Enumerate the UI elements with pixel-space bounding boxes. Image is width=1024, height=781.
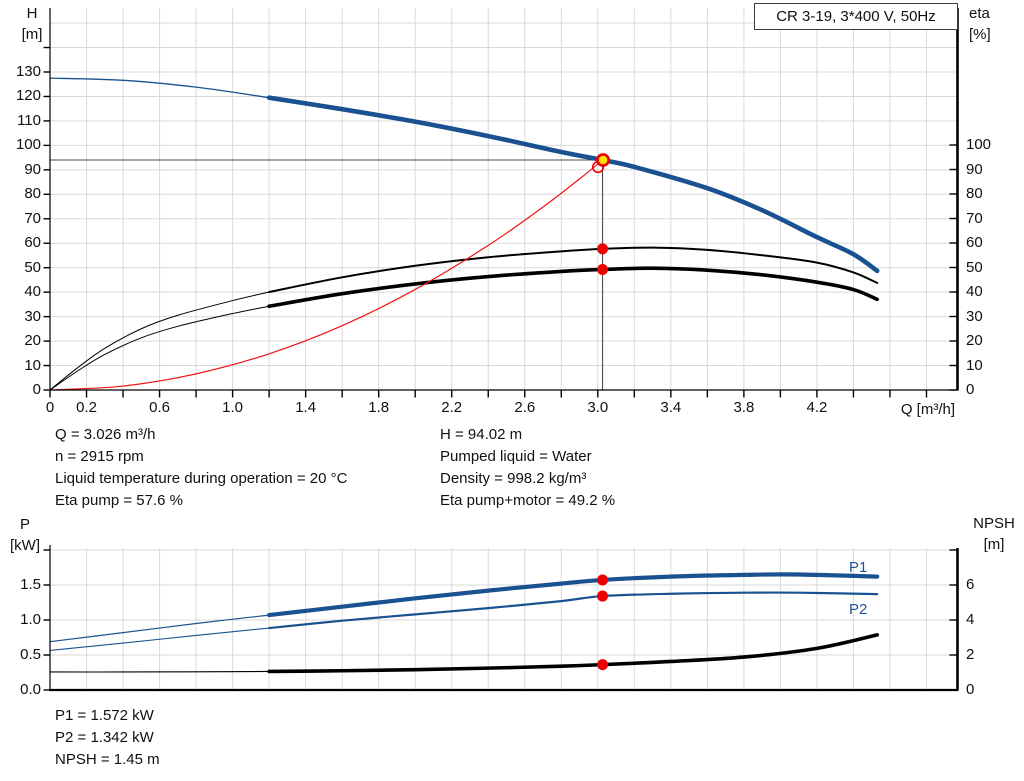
eta-pump-point <box>597 243 609 255</box>
eta-pump-motor-point <box>597 263 609 275</box>
q-tick-label: 0.2 <box>76 399 97 416</box>
eta-tick-label: 40 <box>966 283 983 300</box>
p1-curve-label: P1 <box>849 559 868 576</box>
q-tick-label: 3.0 <box>587 399 609 416</box>
q-tick-label: 4.2 <box>806 399 828 416</box>
head-curve-qh-curve <box>266 95 880 274</box>
h-tick-label: 70 <box>24 209 41 227</box>
p2-point <box>597 590 609 602</box>
p-axis-unit: [kW] <box>10 537 40 554</box>
h-tick-label: 40 <box>24 283 41 301</box>
eta-tick-label: 80 <box>966 185 983 202</box>
npsh-axis-unit: [m] <box>983 536 1005 553</box>
h-axis-unit: [m] <box>21 26 43 43</box>
q-tick-label: 0 <box>45 399 55 416</box>
npsh-tick-label: 4 <box>966 611 975 628</box>
h-tick-label: 30 <box>24 307 41 325</box>
h-axis-name: H <box>26 5 38 22</box>
eta-axis-unit: [%] <box>969 26 991 43</box>
info-npsh: NPSH = 1.45 m <box>55 751 160 768</box>
p1-curve-thin <box>49 614 270 643</box>
info-liquid-temperature: Liquid temperature during operation = 20… <box>55 470 348 487</box>
eta-pump-motor-curve-thin <box>49 305 270 391</box>
eta-tick-label: 60 <box>966 234 983 251</box>
eta-axis-name: eta <box>969 5 990 22</box>
info-flow: Q = 3.026 m³/h <box>55 426 156 443</box>
q-tick-label: 1.0 <box>222 399 244 416</box>
h-tick-label: 90 <box>24 160 41 178</box>
p2-curve-label: P2 <box>849 601 868 618</box>
npsh-curve-thin <box>49 670 270 673</box>
info-p1: P1 = 1.572 kW <box>55 707 154 724</box>
eta-tick-label: 70 <box>966 209 983 227</box>
npsh-axis-name: NPSH <box>973 515 1015 532</box>
eta-tick-label: 50 <box>966 258 983 276</box>
info-eta-pump: Eta pump = 57.6 % <box>55 492 183 509</box>
npsh-tick-label: 2 <box>966 646 975 663</box>
h-tick-label: 0 <box>32 381 41 398</box>
npsh-curve <box>267 633 879 674</box>
operating-point-marker <box>596 153 610 167</box>
h-tick-label: 60 <box>24 234 41 252</box>
h-tick-label: 50 <box>24 258 41 276</box>
eta-tick-label: 20 <box>966 332 983 349</box>
q-tick-label: 1.8 <box>368 399 390 416</box>
info-eta-pump-motor: Eta pump+motor = 49.2 % <box>440 492 616 509</box>
p1-point <box>597 574 609 586</box>
info-pumped-liquid: Pumped liquid = Water <box>440 448 592 465</box>
eta-axis-label: eta [%] <box>969 3 1019 45</box>
duty-system-curve-curve <box>49 159 604 391</box>
p1-curve <box>267 572 880 618</box>
eta-tick-label: 100 <box>966 136 992 153</box>
eta-tick-label: 90 <box>966 160 983 178</box>
q-tick-label: 3.8 <box>733 399 755 416</box>
pump-title-box: CR 3-19, 3*400 V, 50Hz <box>754 3 958 30</box>
p-axis-name: P <box>19 516 30 533</box>
h-tick-label: 120 <box>15 87 41 105</box>
p-axis-label: P [kW] <box>2 514 48 556</box>
p-tick-label: 1.5 <box>20 576 41 593</box>
eta-tick-label: 10 <box>966 356 983 374</box>
h-tick-label: 130 <box>15 62 41 80</box>
head-curve-qh-curve-thin <box>49 77 270 99</box>
p-tick-label: 0.5 <box>20 646 41 663</box>
info-speed: n = 2915 rpm <box>55 448 144 465</box>
npsh-point <box>597 659 609 671</box>
info-head: H = 94.02 m <box>440 426 523 443</box>
h-tick-label: 110 <box>17 111 41 129</box>
eta-tick-label: 0 <box>966 381 975 398</box>
h-tick-label: 10 <box>24 356 41 374</box>
q-tick-label: 1.4 <box>295 399 317 416</box>
info-density: Density = 998.2 kg/m³ <box>440 470 587 487</box>
q-tick-label: 3.4 <box>660 399 682 416</box>
q-tick-label: 0.6 <box>149 399 170 416</box>
h-tick-label: 20 <box>24 332 41 350</box>
p-tick-label: 0.0 <box>20 681 41 698</box>
h-axis-label: H [m] <box>12 3 52 45</box>
npsh-tick-label: 6 <box>966 576 975 593</box>
npsh-tick-label: 0 <box>966 681 975 698</box>
q-tick-label: 2.2 <box>441 399 463 416</box>
h-tick-label: 100 <box>15 136 41 154</box>
info-p2: P2 = 1.342 kW <box>55 729 154 746</box>
eta-pump-curve-thin <box>49 291 270 391</box>
q-axis-label: Q [m³/h] <box>900 401 955 418</box>
q-tick-label: 2.6 <box>514 399 536 416</box>
eta-pump-curve <box>268 246 879 293</box>
p2-curve <box>268 591 879 630</box>
eta-tick-label: 30 <box>966 307 983 325</box>
eta-pump-motor-curve <box>267 266 879 309</box>
p-tick-label: 1.0 <box>20 611 41 628</box>
p2-curve-thin <box>49 627 270 651</box>
npsh-axis-label: NPSH [m] <box>966 513 1022 555</box>
h-tick-label: 80 <box>24 185 41 203</box>
